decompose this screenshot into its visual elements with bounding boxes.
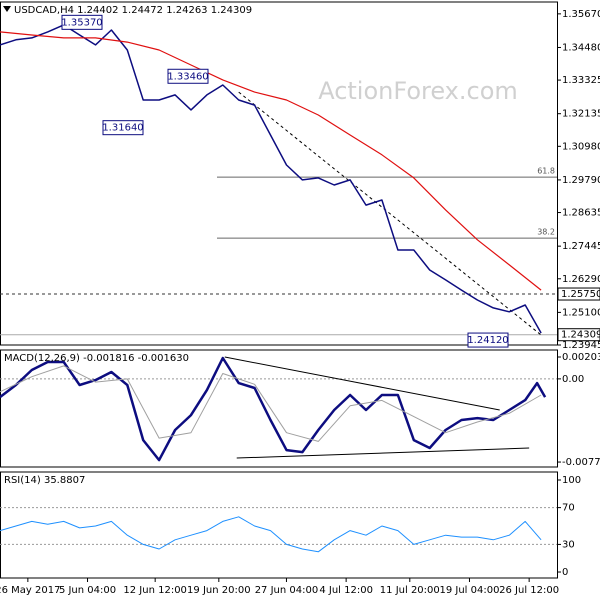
annotation-box (61, 14, 103, 30)
annotation-box (467, 332, 509, 348)
annotation-label: 1.33460 (167, 71, 208, 82)
x-tick-label: 19 Jul 04:00 (439, 585, 499, 596)
series-line (0, 31, 542, 291)
annotation-label: 1.31640 (102, 123, 143, 134)
y-tick-label: 0 (562, 567, 568, 578)
x-tick-label: 26 May 2017 (0, 585, 60, 596)
y-tick-label: 1.30980 (562, 141, 600, 152)
y-tick-label: 1.35670 (562, 9, 600, 20)
y-tick-label: -0.00772 (562, 457, 600, 468)
trend-line (224, 356, 500, 411)
y-tick-label: 1.32135 (562, 109, 600, 120)
y-tick-label: 1.33325 (562, 75, 600, 86)
watermark: ActionForex.com (318, 77, 518, 105)
x-tick-label: 4 Jul 12:00 (319, 585, 373, 596)
y-tick-label: 1.34480 (562, 42, 600, 53)
x-tick-label: 12 Jun 12:00 (123, 585, 187, 596)
y-tick-label: 30 (562, 539, 575, 550)
price-level-box (557, 328, 600, 342)
price-level-box (557, 287, 600, 301)
series-line (0, 365, 542, 442)
fib-label: 61.8 (537, 167, 555, 176)
x-tick-label: 27 Jun 04:00 (255, 585, 319, 596)
annotation-label: 1.35370 (61, 17, 102, 28)
trend-line (236, 447, 530, 459)
annotation-box (167, 68, 209, 84)
x-tick-label: 11 Jul 20:00 (380, 585, 440, 596)
y-tick-label: 1.27445 (562, 241, 600, 252)
x-tick-label: 26 Jul 12:00 (499, 585, 559, 596)
y-tick-label: 1.23945 (562, 340, 600, 351)
panel-title: USDCAD,H4 1.24402 1.24472 1.24263 1.2430… (14, 5, 252, 16)
panel-border (0, 1, 558, 346)
y-tick-label: 70 (562, 503, 575, 514)
panel-border (0, 471, 558, 579)
annotation-label: 1.24120 (467, 335, 508, 346)
x-tick-label: 19 Jun 20:00 (187, 585, 251, 596)
y-tick-label: 1.26290 (562, 274, 600, 285)
series-line (0, 516, 542, 553)
series-line (0, 24, 542, 334)
fib-label: 38.2 (537, 228, 555, 237)
dropdown-arrow (3, 6, 11, 12)
y-tick-label: 0.00203 (562, 352, 600, 363)
panel-title: MACD(12,26,9) -0.001816 -0.001630 (4, 353, 189, 364)
y-tick-label: 0.00 (562, 374, 584, 385)
trend-line (238, 91, 542, 336)
y-tick-label: 1.28635 (562, 208, 600, 219)
price-level-label: 1.25750 (561, 289, 600, 300)
x-tick-label: 5 Jun 04:00 (59, 585, 116, 596)
annotation-box (102, 120, 144, 136)
y-tick-label: 1.29790 (562, 175, 600, 186)
panel-border (0, 349, 558, 468)
panel-title: RSI(14) 35.8807 (4, 475, 85, 486)
y-tick-label: 1.25100 (562, 307, 600, 318)
price-level-label: 1.24309 (561, 330, 600, 341)
y-tick-label: 100 (562, 475, 581, 486)
